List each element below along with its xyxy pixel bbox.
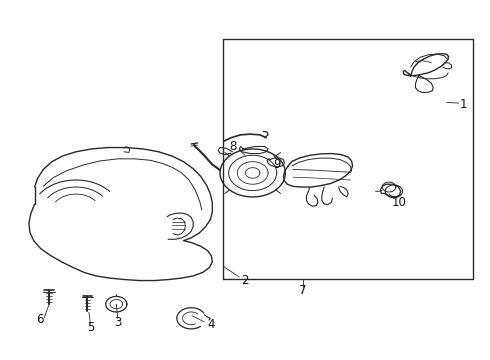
Text: 9: 9 [273,158,280,171]
Text: 6: 6 [36,313,43,326]
Text: 3: 3 [114,316,122,329]
Text: 10: 10 [391,197,406,210]
Text: 8: 8 [229,140,237,153]
Text: 2: 2 [241,274,249,287]
Text: 5: 5 [87,321,94,334]
Text: 7: 7 [299,284,306,297]
Text: 4: 4 [208,318,215,331]
Text: 1: 1 [460,98,467,111]
